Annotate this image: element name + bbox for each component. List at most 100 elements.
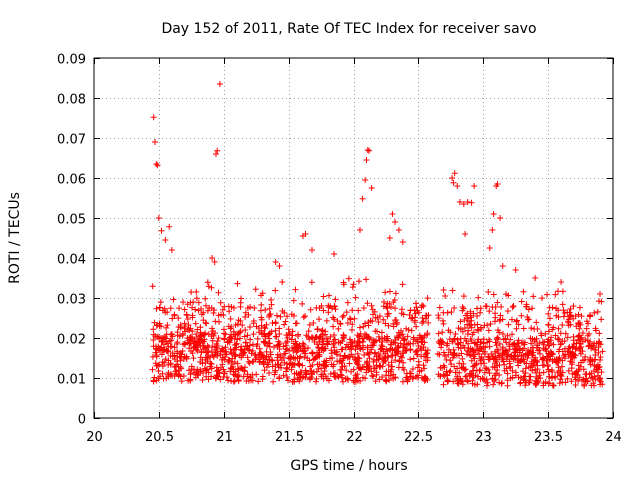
data-point	[287, 360, 294, 367]
data-point	[189, 304, 196, 311]
data-point	[266, 305, 273, 312]
data-point	[246, 360, 253, 367]
data-point	[413, 300, 420, 307]
data-point	[470, 374, 477, 381]
data-point	[440, 339, 447, 346]
data-point	[330, 363, 337, 370]
data-point	[406, 311, 413, 318]
data-point	[397, 332, 404, 339]
data-point	[480, 375, 487, 382]
data-point	[415, 374, 422, 381]
data-point	[500, 351, 507, 358]
data-point	[385, 310, 392, 317]
data-point	[576, 304, 583, 311]
data-point	[468, 314, 475, 321]
data-point	[471, 340, 478, 347]
data-point	[495, 350, 502, 357]
data-point	[187, 299, 194, 306]
data-point	[276, 375, 283, 382]
data-point	[175, 363, 182, 370]
y-tick-label: 0.04	[57, 253, 86, 268]
data-point	[492, 310, 499, 317]
data-point	[289, 332, 296, 339]
data-point	[359, 342, 366, 349]
data-point	[540, 345, 547, 352]
data-point	[513, 345, 520, 352]
data-point	[448, 361, 455, 368]
data-point	[244, 371, 251, 378]
data-point	[322, 361, 329, 368]
data-point	[370, 373, 377, 380]
data-point	[491, 348, 498, 355]
data-point	[261, 339, 268, 346]
data-point	[578, 334, 585, 341]
data-point	[468, 324, 475, 331]
data-point	[195, 372, 202, 379]
data-point	[590, 380, 597, 387]
data-point	[440, 287, 447, 294]
data-point	[218, 311, 225, 318]
data-point	[470, 329, 477, 336]
data-point	[496, 353, 503, 360]
data-point	[198, 348, 205, 355]
data-point	[486, 245, 493, 251]
data-point	[413, 323, 420, 330]
data-point	[211, 259, 218, 265]
y-tick-label: 0.09	[57, 53, 86, 68]
data-point	[359, 195, 366, 202]
data-point	[449, 287, 456, 294]
data-point	[512, 372, 519, 379]
data-point	[582, 377, 589, 384]
data-point	[367, 317, 374, 324]
x-tick-label: 20	[86, 430, 103, 445]
data-point	[528, 340, 535, 347]
data-point	[344, 375, 351, 382]
data-point	[494, 334, 501, 341]
data-point	[266, 312, 273, 319]
data-point	[465, 340, 472, 347]
data-point	[582, 371, 589, 378]
data-point	[167, 305, 174, 312]
data-point	[595, 349, 602, 356]
data-point	[251, 305, 258, 311]
data-point	[152, 349, 159, 356]
data-point	[374, 328, 381, 335]
data-point	[212, 151, 219, 157]
data-point	[478, 360, 485, 367]
chart-title: Day 152 of 2011, Rate Of TEC Index for r…	[161, 21, 536, 37]
data-point	[560, 313, 567, 320]
data-point	[505, 292, 512, 299]
data-point	[592, 351, 599, 358]
data-point	[366, 334, 373, 341]
data-point	[412, 310, 419, 317]
data-point	[241, 346, 248, 353]
data-point	[511, 349, 518, 356]
data-point	[215, 335, 222, 342]
data-point	[364, 350, 371, 357]
data-point	[258, 331, 265, 338]
data-point	[485, 354, 492, 361]
data-point	[438, 344, 445, 351]
data-point	[528, 352, 535, 359]
data-point	[516, 349, 523, 356]
data-point	[545, 342, 552, 349]
data-point	[544, 357, 551, 364]
data-point	[555, 356, 562, 363]
data-point	[408, 327, 415, 334]
data-point	[388, 363, 395, 370]
data-point	[528, 349, 535, 356]
data-point	[185, 322, 192, 329]
data-point	[532, 381, 539, 388]
data-point	[212, 318, 219, 325]
data-point	[354, 332, 361, 339]
data-point	[192, 339, 199, 346]
data-point	[504, 370, 511, 377]
data-point	[272, 327, 279, 334]
data-point	[478, 338, 485, 345]
data-point	[331, 332, 338, 339]
data-point	[596, 357, 603, 364]
data-point	[503, 349, 510, 356]
data-point	[496, 317, 503, 324]
data-point	[236, 335, 243, 342]
data-point	[265, 340, 272, 347]
